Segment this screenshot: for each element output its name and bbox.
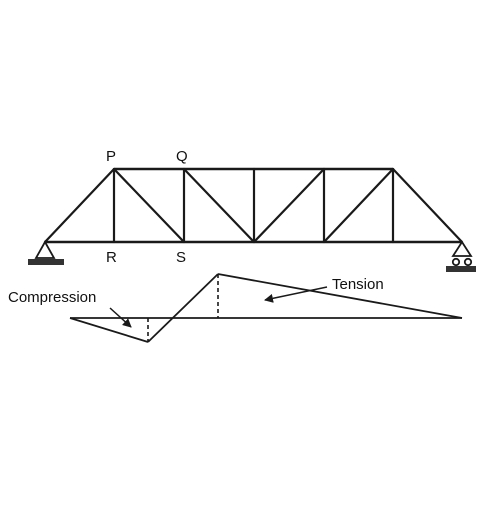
compression-label: Compression (8, 289, 96, 306)
left-pin-support (28, 240, 64, 265)
diagonal-member (252, 167, 326, 244)
node-label-r: R (106, 249, 117, 266)
diagonal-member (182, 167, 256, 244)
right-roller-support (446, 240, 476, 272)
tension-label: Tension (332, 276, 384, 293)
compression-segment (69, 317, 149, 343)
right-end-post (391, 167, 464, 244)
node-label-s: S (176, 249, 186, 266)
influence-line-diagram: Compression Tension (8, 273, 463, 343)
truss: P Q R S (43, 148, 464, 266)
transition-segment (147, 273, 219, 343)
tension-arrow (264, 286, 328, 303)
diagonal-member-ps (112, 167, 186, 244)
left-end-post (43, 167, 116, 244)
compression-arrow (109, 307, 132, 328)
node-label-p: P (106, 148, 116, 165)
diagonal-member (322, 167, 395, 244)
tension-segment (217, 273, 463, 319)
node-label-q: Q (176, 148, 188, 165)
